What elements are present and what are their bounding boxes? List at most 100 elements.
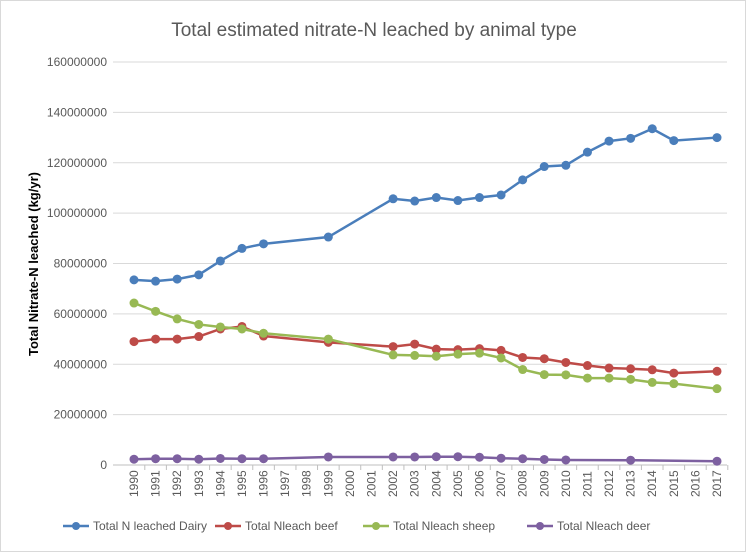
data-point: [237, 454, 247, 464]
data-point: [129, 275, 139, 285]
data-point: [431, 193, 441, 203]
data-point: [604, 136, 614, 146]
x-tick-label: 1993: [192, 470, 206, 497]
data-point: [626, 133, 636, 143]
data-point: [431, 351, 441, 361]
data-point: [474, 452, 484, 462]
data-point: [151, 334, 161, 344]
x-tick-label: 2011: [580, 471, 594, 497]
x-tick-label: 2014: [645, 470, 659, 497]
data-point: [518, 352, 528, 362]
data-point: [388, 452, 398, 462]
x-tick-label: 1992: [170, 470, 184, 497]
data-point: [474, 348, 484, 358]
x-tick-label: 2012: [602, 470, 616, 497]
data-point: [712, 133, 722, 143]
data-point: [129, 298, 139, 308]
data-point: [172, 274, 182, 284]
data-point: [539, 162, 549, 172]
y-tick-label: 160000000: [47, 55, 107, 69]
data-point: [453, 196, 463, 206]
data-point: [453, 452, 463, 462]
x-tick-label: 1997: [278, 470, 292, 497]
x-tick-label: 2017: [710, 470, 724, 497]
data-point: [518, 454, 528, 464]
y-tick-label: 100000000: [47, 206, 107, 220]
x-tick-label: 2007: [494, 470, 508, 497]
data-point: [129, 454, 139, 464]
x-tick-label: 2000: [343, 470, 357, 497]
data-point: [215, 453, 225, 463]
data-point: [194, 454, 204, 464]
x-tick-label: 2010: [559, 470, 573, 497]
data-point: [647, 124, 657, 134]
x-tick-label: 2013: [624, 470, 638, 497]
legend-marker: [372, 522, 380, 530]
data-point: [626, 374, 636, 384]
data-point: [712, 456, 722, 466]
data-point: [496, 345, 506, 355]
y-tick-label: 80000000: [54, 257, 108, 271]
data-point: [647, 377, 657, 387]
x-tick-label: 2009: [537, 470, 551, 497]
x-tick-label: 2005: [451, 470, 465, 497]
x-tick-label: 2016: [688, 470, 702, 497]
data-point: [496, 190, 506, 200]
x-tick-label: 1998: [300, 470, 314, 497]
data-point: [561, 370, 571, 380]
data-point: [237, 324, 247, 334]
x-tick-label: 1990: [127, 470, 141, 497]
legend-marker: [224, 522, 232, 530]
data-point: [388, 350, 398, 360]
legend-label: Total Nleach beef: [245, 519, 338, 533]
data-point: [172, 334, 182, 344]
data-point: [669, 136, 679, 146]
data-point: [626, 364, 636, 374]
data-point: [518, 365, 528, 375]
data-point: [561, 160, 571, 170]
data-point: [215, 322, 225, 332]
data-point: [194, 270, 204, 280]
data-point: [561, 455, 571, 465]
y-tick-label: 120000000: [47, 156, 107, 170]
x-tick-label: 1995: [235, 470, 249, 497]
data-point: [410, 350, 420, 360]
x-tick-label: 1996: [257, 470, 271, 497]
data-point: [194, 332, 204, 342]
x-tick-label: 2002: [386, 470, 400, 497]
data-point: [453, 349, 463, 359]
data-point: [626, 455, 636, 465]
data-point: [388, 342, 398, 352]
legend-marker: [536, 522, 544, 530]
data-point: [604, 373, 614, 383]
data-point: [215, 256, 225, 266]
x-tick-label: 1991: [149, 470, 163, 497]
y-tick-label: 20000000: [54, 408, 108, 422]
x-tick-label: 2004: [429, 470, 443, 497]
data-point: [237, 243, 247, 253]
data-point: [431, 452, 441, 462]
legend-label: Total Nleach sheep: [393, 519, 495, 533]
data-point: [582, 147, 592, 157]
data-point: [582, 373, 592, 383]
data-point: [410, 339, 420, 349]
data-point: [539, 454, 549, 464]
data-point: [647, 365, 657, 375]
y-tick-label: 40000000: [54, 357, 108, 371]
data-point: [259, 328, 269, 338]
data-point: [194, 319, 204, 329]
x-tick-label: 2008: [516, 470, 530, 497]
y-tick-label: 0: [100, 458, 107, 472]
data-point: [669, 368, 679, 378]
data-point: [410, 452, 420, 462]
data-point: [151, 454, 161, 464]
data-point: [712, 366, 722, 376]
data-point: [151, 276, 161, 286]
x-tick-label: 2001: [365, 470, 379, 497]
data-point: [172, 454, 182, 464]
data-point: [669, 379, 679, 389]
data-point: [539, 370, 549, 380]
data-point: [604, 363, 614, 373]
